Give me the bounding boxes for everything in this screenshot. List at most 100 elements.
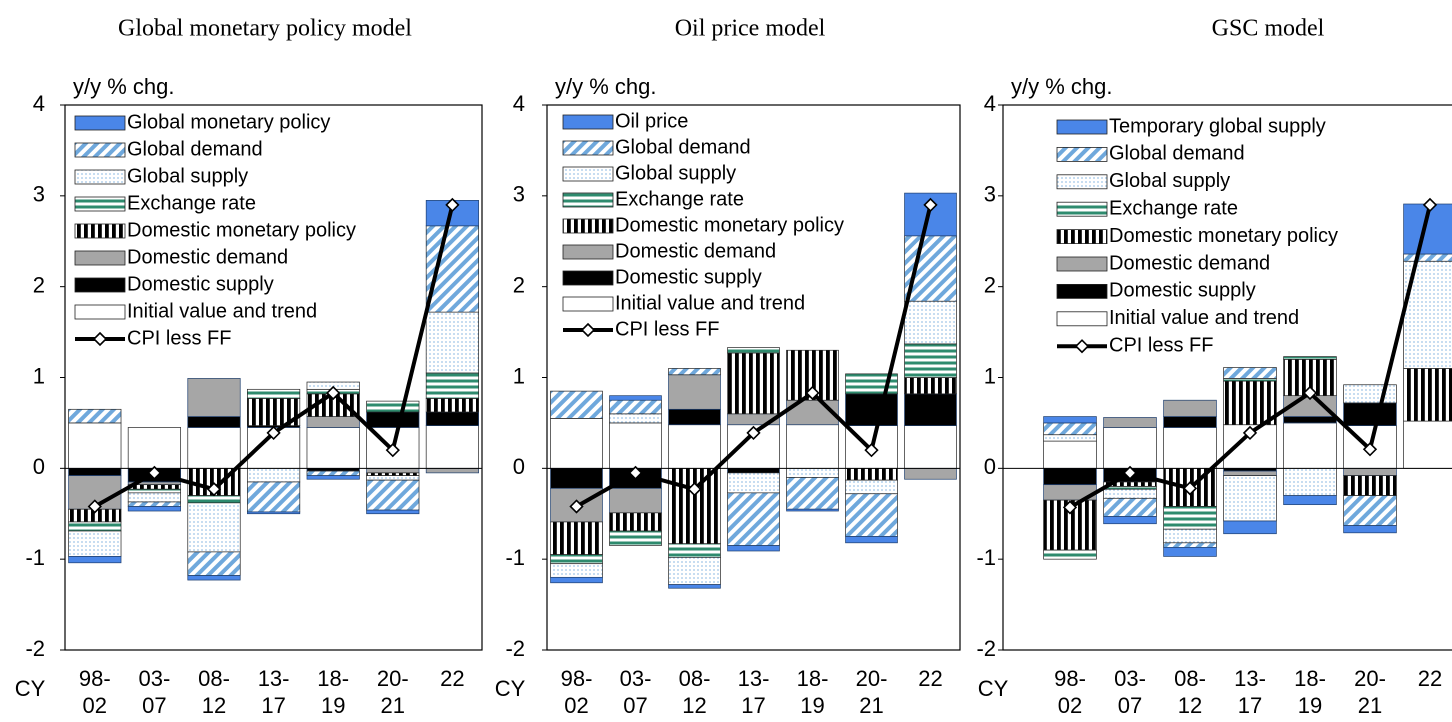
- x-tick-label: 19: [321, 693, 345, 718]
- bar-segment: [247, 481, 301, 513]
- bar-segment: [425, 225, 479, 313]
- bar-segment: [1043, 422, 1097, 436]
- y-tick-label: 1: [33, 363, 45, 388]
- x-tick-label: 98-: [561, 666, 593, 691]
- x-axis-label: CY: [495, 676, 526, 701]
- bar-segment: [1283, 495, 1337, 506]
- bar-segment: [247, 511, 301, 515]
- legend-swatch: [1056, 229, 1108, 245]
- chart-title: GSC model: [1212, 16, 1325, 42]
- bar-segment: [425, 398, 479, 413]
- bar-segment: [1343, 384, 1397, 404]
- bar-segment: [786, 424, 839, 469]
- legend-label: Exchange rate: [615, 188, 744, 210]
- legend-label: Domestic demand: [127, 246, 288, 268]
- bar-segment: [609, 413, 662, 424]
- cpi-marker: [385, 443, 400, 458]
- y-tick-label: 4: [513, 91, 525, 116]
- x-tick-label: 03-: [139, 666, 171, 691]
- bar-segment: [1163, 416, 1217, 428]
- bar-segment: [668, 374, 721, 410]
- bar-segment: [425, 411, 479, 426]
- legend-swatch: [74, 115, 126, 131]
- bar-segment: [727, 492, 780, 546]
- legend-label: Global supply: [127, 165, 248, 187]
- bar-segment: [845, 393, 898, 426]
- legend-swatch: [74, 196, 126, 212]
- x-tick-label: 13-: [1234, 666, 1266, 691]
- bar-segment: [1163, 528, 1217, 544]
- bar-segment: [904, 377, 957, 395]
- bar-segment: [1163, 547, 1217, 557]
- plot-frame: [64, 104, 483, 651]
- bar-segment: [727, 545, 780, 552]
- x-tick-label: 12: [682, 693, 706, 718]
- bar-segment: [1283, 356, 1337, 360]
- bar-segment: [550, 576, 603, 584]
- cpi-marker: [1302, 385, 1318, 401]
- y-tick-label: 0: [33, 454, 45, 479]
- legend-label: CPI less FF: [1109, 334, 1213, 356]
- bar-segment: [550, 390, 603, 419]
- y-tick-label: -1: [505, 545, 525, 570]
- x-tick-label: 17: [741, 693, 765, 718]
- bar-segment: [550, 521, 603, 555]
- x-tick-label: 02: [83, 693, 107, 718]
- x-tick-label: 08-: [679, 666, 711, 691]
- y-tick-label: 3: [984, 182, 996, 207]
- bar-segment: [609, 399, 662, 415]
- bar-segment: [127, 488, 181, 494]
- x-tick-label: 07: [623, 693, 647, 718]
- y-tick-label: 4: [984, 91, 996, 116]
- bar-segment: [727, 472, 780, 494]
- bar-segment: [786, 508, 839, 512]
- cpi-marker: [864, 443, 879, 458]
- bar-segment: [1223, 378, 1277, 382]
- cpi-marker: [147, 465, 162, 481]
- x-tick-label: 18-: [797, 666, 829, 691]
- x-tick-label: 17: [1238, 693, 1262, 718]
- x-axis-label: CY: [15, 676, 46, 701]
- bar-segment: [845, 479, 898, 495]
- bar-segment: [68, 530, 122, 557]
- cpi-marker: [326, 385, 341, 401]
- x-tick-label: 12: [1178, 693, 1202, 718]
- bar-segment: [68, 467, 122, 476]
- cpi-marker: [87, 499, 102, 514]
- legend-swatch: [74, 277, 126, 293]
- y-tick-label: 0: [513, 454, 525, 479]
- cpi-marker: [1062, 500, 1078, 515]
- legend-label: Global supply: [1109, 170, 1230, 192]
- bar-segment: [904, 393, 957, 426]
- legend-label: Global demand: [615, 136, 751, 158]
- y-tick-label: 2: [513, 272, 525, 297]
- bar-segment: [727, 347, 780, 354]
- bar-segment: [127, 427, 181, 469]
- bar-segment: [425, 425, 479, 469]
- x-tick-label: 98-: [1054, 666, 1086, 691]
- bar-segment: [1223, 367, 1277, 379]
- bar-segment: [127, 506, 181, 512]
- bar-segment: [1163, 542, 1217, 548]
- x-tick-label: 20-: [856, 666, 888, 691]
- bar-segment: [1403, 253, 1452, 262]
- bar-segment: [187, 416, 241, 428]
- chart-title: Global monetary policy model: [118, 16, 412, 42]
- legend-label: Domestic demand: [1109, 252, 1270, 274]
- bar-segment: [366, 467, 420, 474]
- y-tick-label: 1: [513, 363, 525, 388]
- y-tick-label: 1: [984, 363, 996, 388]
- x-tick-label: 21: [1358, 693, 1382, 718]
- x-tick-label: 08-: [1174, 666, 1206, 691]
- legend-swatch: [74, 169, 126, 185]
- plot-frame: [546, 104, 961, 651]
- y-tick-label: -2: [976, 636, 996, 661]
- bar-segment: [1043, 416, 1097, 424]
- bar-segment: [904, 425, 957, 469]
- x-tick-label: 07: [1118, 693, 1142, 718]
- bar-segment: [668, 368, 721, 376]
- bar-segment: [845, 467, 898, 481]
- cpi-marker: [687, 482, 702, 497]
- bar-segment: [127, 492, 181, 503]
